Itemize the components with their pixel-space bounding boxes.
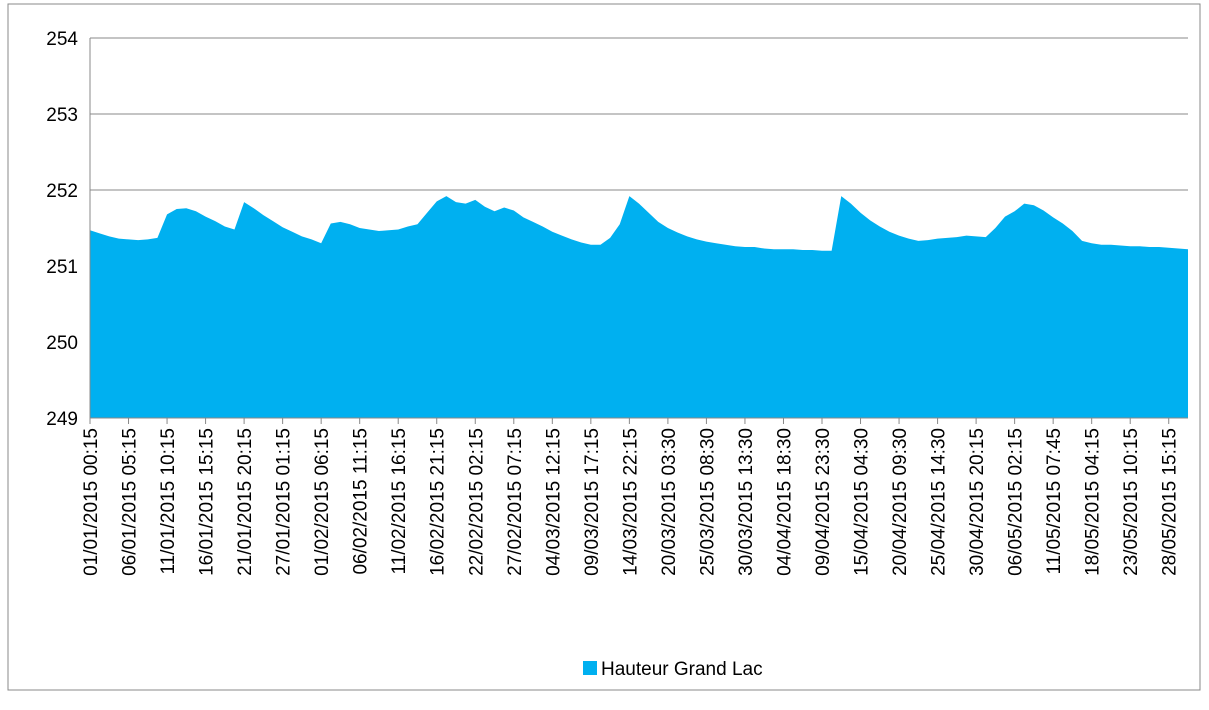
x-tick-label: 18/05/2015 04:15	[1083, 428, 1104, 576]
x-tick-label: 27/02/2015 07:15	[505, 428, 526, 576]
x-tick-label: 06/02/2015 11:15	[351, 428, 372, 575]
legend-label: Hauteur Grand Lac	[601, 659, 763, 680]
y-tick-label: 253	[46, 105, 78, 126]
x-tick-label: 15/04/2015 04:30	[852, 428, 873, 576]
x-tick-label: 09/04/2015 23:30	[813, 428, 834, 576]
x-tick-label: 25/03/2015 08:30	[697, 428, 718, 576]
area	[90, 196, 1188, 418]
x-tick-label: 11/05/2015 07:45	[1044, 428, 1065, 575]
y-tick-label: 254	[46, 29, 78, 50]
legend-swatch	[583, 661, 597, 675]
x-tick-label: 25/04/2015 14:30	[929, 428, 950, 576]
x-tick-label: 20/03/2015 03:30	[659, 428, 680, 576]
x-tick-label: 28/05/2015 15:15	[1160, 428, 1181, 576]
y-tick-label: 251	[46, 257, 78, 278]
y-tick-label: 252	[46, 181, 78, 202]
x-tick-label: 23/05/2015 10:15	[1121, 428, 1142, 576]
x-tick-label: 30/04/2015 20:15	[967, 428, 988, 576]
x-tick-label: 27/01/2015 01:15	[274, 428, 295, 576]
x-tick-label: 14/03/2015 22:15	[620, 428, 641, 576]
x-tick-label: 06/05/2015 02:15	[1006, 428, 1027, 576]
x-tick-label: 01/02/2015 06:15	[312, 428, 333, 576]
x-tick-label: 21/01/2015 20:15	[235, 428, 256, 576]
x-tick-label: 04/03/2015 12:15	[543, 428, 564, 576]
x-tick-label: 04/04/2015 18:30	[774, 428, 795, 576]
x-tick-label: 16/02/2015 21:15	[428, 428, 449, 576]
x-tick-label: 06/01/2015 05:15	[120, 428, 141, 576]
x-tick-label: 20/04/2015 09:30	[890, 428, 911, 576]
x-tick-label: 30/03/2015 13:30	[736, 428, 757, 576]
y-tick-label: 249	[46, 409, 78, 430]
x-tick-label: 11/02/2015 16:15	[389, 428, 410, 575]
y-tick-label: 250	[46, 333, 78, 354]
x-tick-label: 01/01/2015 00:15	[81, 428, 102, 576]
x-tick-label: 16/01/2015 15:15	[197, 428, 218, 576]
x-tick-label: 22/02/2015 02:15	[466, 428, 487, 576]
x-tick-label: 09/03/2015 17:15	[582, 428, 603, 576]
x-tick-label: 11/01/2015 10:15	[158, 428, 179, 575]
